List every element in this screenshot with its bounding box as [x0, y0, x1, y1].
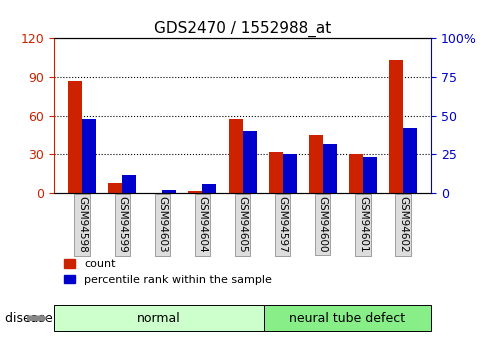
- Bar: [309, 135, 323, 193]
- Bar: [68, 81, 82, 193]
- Bar: [188, 190, 202, 193]
- Text: disease state: disease state: [5, 312, 88, 325]
- Text: GSM94597: GSM94597: [278, 196, 288, 253]
- Bar: [389, 60, 403, 193]
- Bar: [162, 190, 176, 193]
- Text: GSM94602: GSM94602: [398, 196, 408, 253]
- Bar: [243, 131, 257, 193]
- Text: GSM94599: GSM94599: [117, 196, 127, 253]
- Bar: [82, 119, 96, 193]
- Bar: [122, 175, 136, 193]
- Bar: [349, 155, 363, 193]
- Text: GSM94605: GSM94605: [238, 196, 247, 253]
- Text: GSM94603: GSM94603: [157, 196, 167, 253]
- Text: GSM94604: GSM94604: [197, 196, 207, 253]
- Bar: [202, 184, 217, 193]
- Text: normal: normal: [137, 312, 181, 325]
- Bar: [323, 144, 337, 193]
- Text: GSM94601: GSM94601: [358, 196, 368, 253]
- Text: GSM94600: GSM94600: [318, 196, 328, 253]
- Bar: [108, 183, 122, 193]
- Bar: [363, 157, 377, 193]
- Bar: [283, 155, 297, 193]
- Text: GSM94598: GSM94598: [77, 196, 87, 253]
- Bar: [228, 119, 243, 193]
- Text: neural tube defect: neural tube defect: [289, 312, 405, 325]
- Legend: count, percentile rank within the sample: count, percentile rank within the sample: [59, 255, 276, 289]
- Title: GDS2470 / 1552988_at: GDS2470 / 1552988_at: [154, 20, 331, 37]
- Bar: [403, 128, 417, 193]
- Bar: [269, 152, 283, 193]
